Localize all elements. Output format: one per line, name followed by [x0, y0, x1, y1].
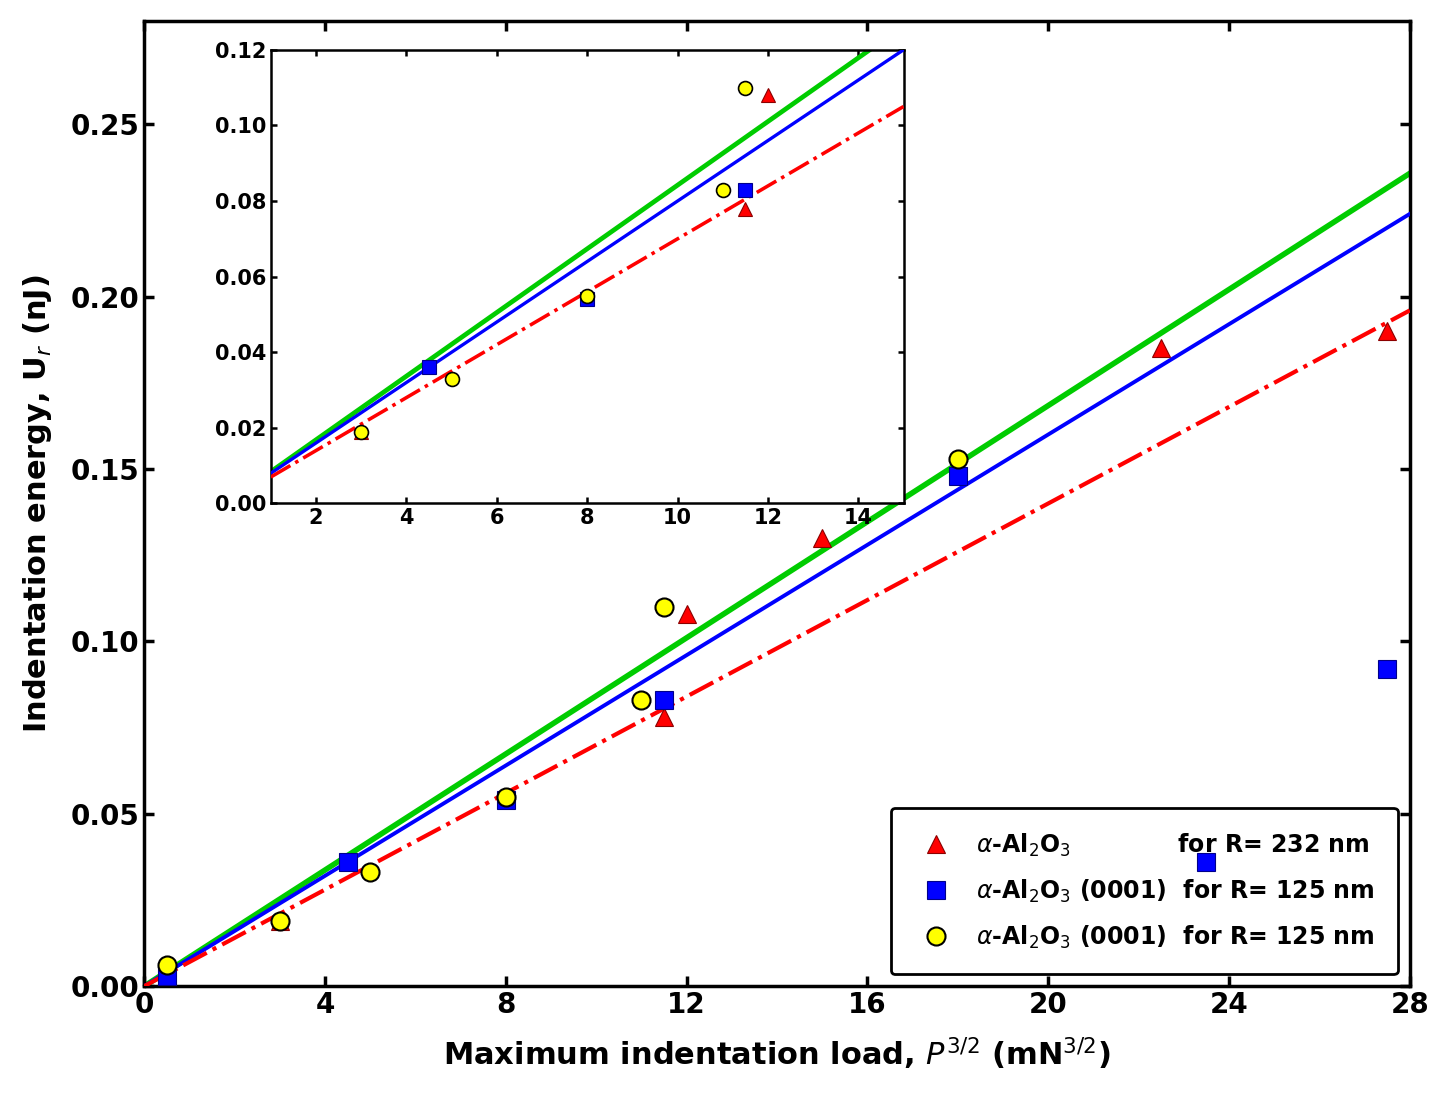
Line: $\alpha$-Al$_2$O$_3$             for R= 232 nm: $\alpha$-Al$_2$O$_3$ for R= 232 nm: [158, 322, 1396, 985]
$\alpha$-Al$_2$O$_3$ (0001)  for R= 125 nm: [655, 693, 673, 706]
$\alpha$-Al$_2$O$_3$ (0001)  for R= 125 nm: [1198, 856, 1215, 869]
$\alpha$-Al$_2$O$_3$ (0001)  for R= 125 nm: [655, 600, 673, 613]
Y-axis label: Indentation energy, U$_r$ (nJ): Indentation energy, U$_r$ (nJ): [20, 274, 54, 732]
$\alpha$-Al$_2$O$_3$ (0001)  for R= 125 nm: [950, 453, 967, 466]
Legend: $\alpha$-Al$_2$O$_3$             for R= 232 nm, $\alpha$-Al$_2$O$_3$ (0001)  for: $\alpha$-Al$_2$O$_3$ for R= 232 nm, $\al…: [890, 808, 1398, 974]
$\alpha$-Al$_2$O$_3$ (0001)  for R= 125 nm: [632, 693, 650, 706]
$\alpha$-Al$_2$O$_3$ (0001)  for R= 125 nm: [271, 914, 289, 927]
X-axis label: Maximum indentation load, $P^{3/2}$ (mN$^{3/2}$): Maximum indentation load, $P^{3/2}$ (mN$…: [444, 1036, 1111, 1072]
$\alpha$-Al$_2$O$_3$             for R= 232 nm: [1379, 325, 1396, 338]
$\alpha$-Al$_2$O$_3$ (0001)  for R= 125 nm: [1379, 662, 1396, 675]
$\alpha$-Al$_2$O$_3$             for R= 232 nm: [679, 608, 696, 621]
$\alpha$-Al$_2$O$_3$ (0001)  for R= 125 nm: [158, 959, 175, 972]
$\alpha$-Al$_2$O$_3$ (0001)  for R= 125 nm: [497, 790, 515, 803]
$\alpha$-Al$_2$O$_3$ (0001)  for R= 125 nm: [339, 856, 357, 869]
$\alpha$-Al$_2$O$_3$             for R= 232 nm: [813, 531, 831, 544]
Line: $\alpha$-Al$_2$O$_3$ (0001)  for R= 125 nm: $\alpha$-Al$_2$O$_3$ (0001) for R= 125 n…: [158, 449, 967, 975]
$\alpha$-Al$_2$O$_3$ (0001)  for R= 125 nm: [950, 469, 967, 482]
$\alpha$-Al$_2$O$_3$ (0001)  for R= 125 nm: [158, 969, 175, 983]
$\alpha$-Al$_2$O$_3$             for R= 232 nm: [158, 969, 175, 983]
$\alpha$-Al$_2$O$_3$ (0001)  for R= 125 nm: [497, 794, 515, 807]
Line: $\alpha$-Al$_2$O$_3$ (0001)  for R= 125 nm: $\alpha$-Al$_2$O$_3$ (0001) for R= 125 n…: [158, 467, 1396, 985]
$\alpha$-Al$_2$O$_3$ (0001)  for R= 125 nm: [361, 866, 378, 879]
$\alpha$-Al$_2$O$_3$             for R= 232 nm: [1153, 342, 1170, 355]
$\alpha$-Al$_2$O$_3$             for R= 232 nm: [271, 914, 289, 927]
$\alpha$-Al$_2$O$_3$             for R= 232 nm: [655, 710, 673, 724]
